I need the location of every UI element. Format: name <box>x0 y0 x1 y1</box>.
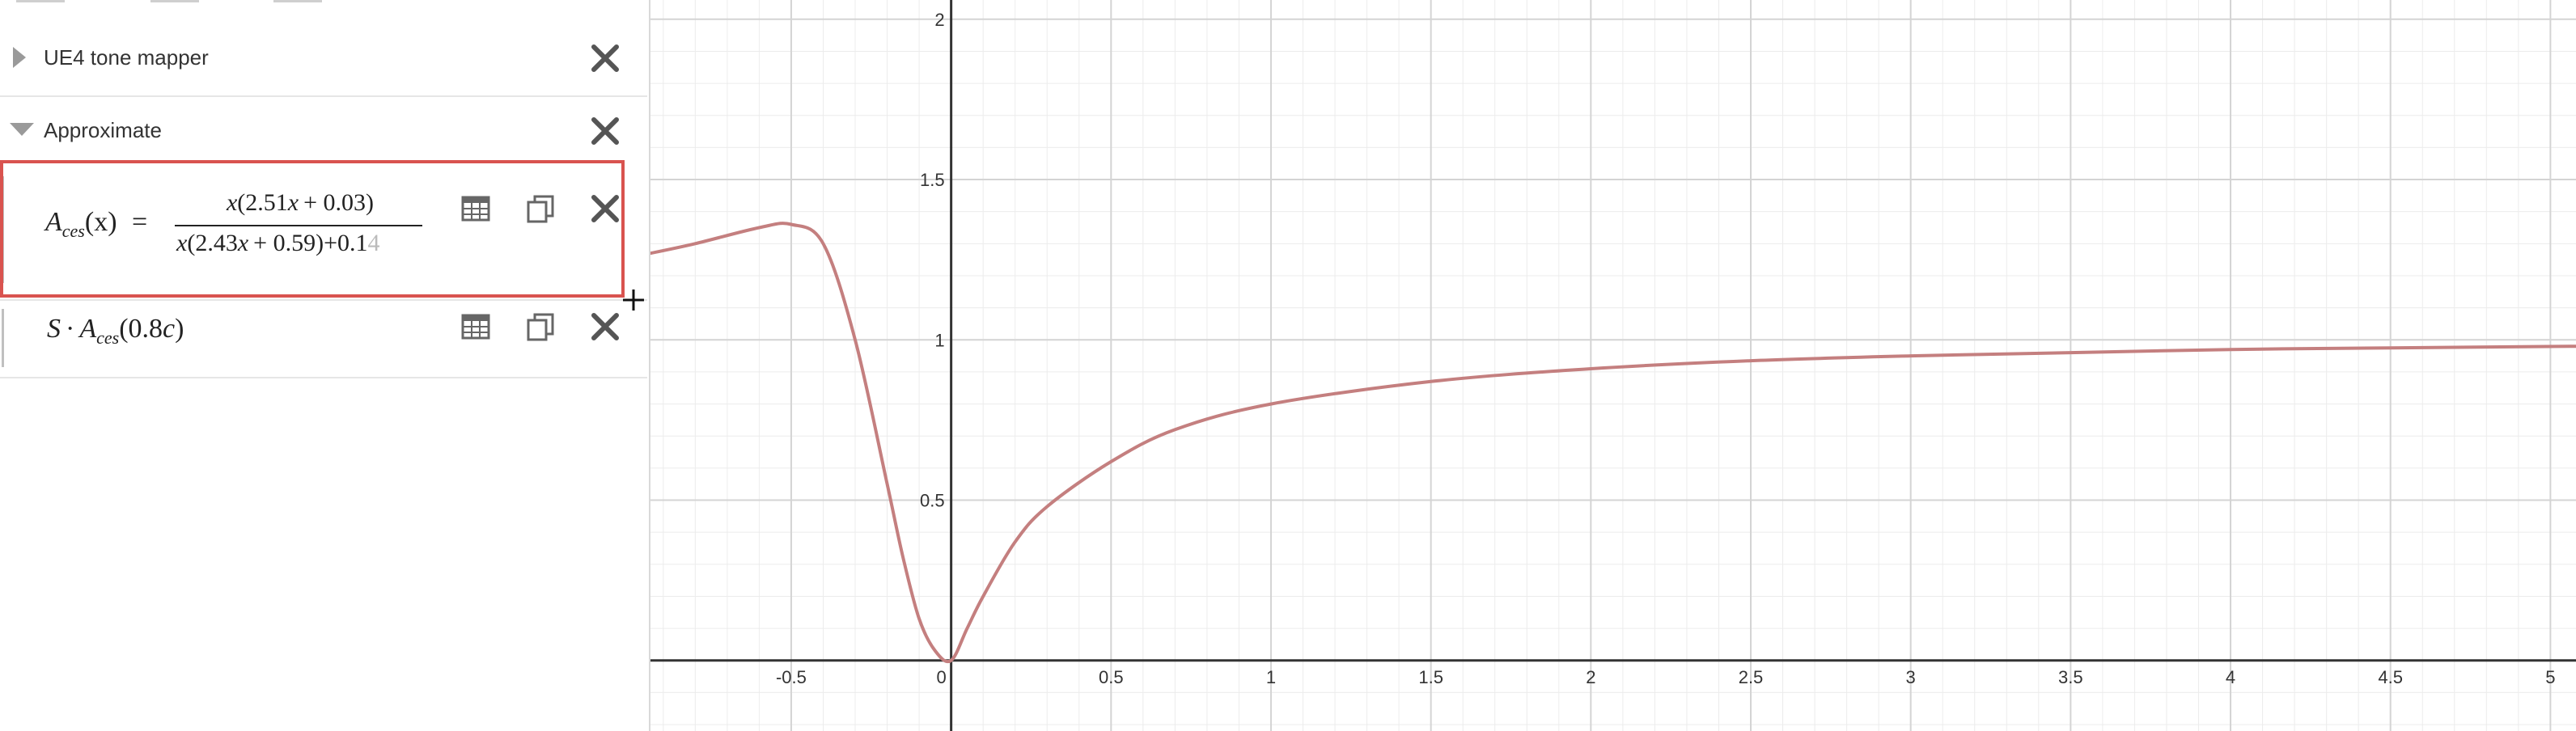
function-name: A <box>79 314 97 344</box>
x-tick-label: 0 <box>937 667 947 687</box>
x-tick-label: 0.5 <box>1099 667 1124 687</box>
y-tick-label: 1.5 <box>920 170 945 190</box>
duplicate-button[interactable] <box>524 311 557 343</box>
duplicate-icon <box>527 313 554 341</box>
toolbar-strip <box>0 0 649 23</box>
expression-color-bar <box>2 309 4 367</box>
x-tick-label: 2.5 <box>1739 667 1764 687</box>
plotted-curve[interactable] <box>650 222 2576 664</box>
x-tick-label: 1.5 <box>1418 667 1443 687</box>
delete-folder-button[interactable] <box>589 115 621 147</box>
x-tick-label: 2 <box>1586 667 1595 687</box>
delete-expression-button[interactable] <box>589 311 621 343</box>
folder-label: UE4 tone mapper <box>44 45 209 70</box>
y-tick-label: 1 <box>934 330 944 350</box>
close-icon <box>591 313 619 340</box>
scalar-variable: S <box>47 314 61 344</box>
add-table-button[interactable] <box>460 311 492 343</box>
x-tick-label: 5 <box>2545 667 2555 687</box>
fraction-denominator: x(2.43x + 0.59)+0.14 <box>176 230 380 257</box>
delete-expression-button[interactable] <box>589 192 621 225</box>
y-axis-ticks: 0.5 1 1.5 2 <box>920 10 945 511</box>
duplicate-button[interactable] <box>524 192 557 225</box>
expression-list: UE4 tone mapper Approximate Aces(x) = x(… <box>0 0 650 731</box>
fraction-numerator: x(2.51x + 0.03) <box>176 189 424 217</box>
x-tick-label: 1 <box>1266 667 1276 687</box>
expression-input[interactable]: S · Aces(0.8c) <box>47 314 184 349</box>
expression-row-2[interactable]: S · Aces(0.8c) <box>0 301 647 378</box>
expression-row-1[interactable]: Aces(x) = x(2.51x + 0.03) x(2.43x + 0.59)+… <box>0 160 647 301</box>
numerator-coefficient: (2.51 <box>237 189 288 216</box>
folder-collapsed-icon[interactable] <box>13 47 26 68</box>
toolbar-divider <box>273 0 322 2</box>
y-tick-label: 0.5 <box>920 491 945 511</box>
x-tick-label: 4 <box>2226 667 2235 687</box>
numerator-rest: + 0.03) <box>303 189 375 216</box>
folder-approximate[interactable]: Approximate <box>0 97 647 160</box>
numerator-variable: x <box>226 189 238 216</box>
close-icon <box>591 195 619 222</box>
numerator-x: x <box>287 189 299 216</box>
axes <box>650 0 2576 731</box>
denominator-coefficient: (2.43 <box>187 230 238 256</box>
multiply-dot: · <box>66 314 75 344</box>
function-name: A <box>45 207 62 237</box>
minor-gridlines <box>650 0 2576 731</box>
equals-sign: = <box>132 207 148 237</box>
add-table-button[interactable] <box>460 192 492 225</box>
folder-expanded-icon[interactable] <box>10 123 34 136</box>
x-tick-label: 3.5 <box>2058 667 2083 687</box>
table-icon <box>461 314 490 340</box>
denominator-constant: +0.1 <box>324 230 368 256</box>
folder-label: Approximate <box>44 118 162 142</box>
x-tick-label: 3 <box>1906 667 1916 687</box>
folder-ue4-tone-mapper[interactable]: UE4 tone mapper <box>0 23 647 97</box>
toolbar-divider <box>150 0 199 2</box>
typing-preview: 4 <box>367 230 380 256</box>
toolbar-divider <box>16 0 65 2</box>
major-gridlines <box>650 0 2576 731</box>
denominator-rest: + 0.59) <box>253 230 324 256</box>
delete-folder-button[interactable] <box>589 42 621 74</box>
argument-coefficient: (0.8 <box>119 314 163 344</box>
denominator-x: x <box>237 230 249 256</box>
expression-color-bar <box>2 176 4 283</box>
argument-close: ) <box>175 314 184 344</box>
curve-line[interactable] <box>650 222 2576 664</box>
denominator-variable: x <box>176 230 188 256</box>
function-argument: (x) <box>84 207 117 237</box>
x-tick-label: 4.5 <box>2378 667 2403 687</box>
fraction-bar <box>175 225 422 226</box>
x-tick-label: -0.5 <box>776 667 807 687</box>
function-subscript: ces <box>96 327 120 348</box>
argument-variable: c <box>163 314 176 344</box>
graph-svg[interactable]: -0.5 0 0.5 1 1.5 2 2.5 3 3.5 4 4.5 5 0.5 1 1.5 2 <box>650 0 2576 731</box>
expression-lhs: Aces(x) = <box>45 207 147 242</box>
close-icon <box>591 117 619 145</box>
x-axis-ticks: -0.5 0 0.5 1 1.5 2 2.5 3 3.5 4 4.5 5 <box>776 667 2556 687</box>
function-subscript: ces <box>61 220 85 241</box>
graph-canvas[interactable]: -0.5 0 0.5 1 1.5 2 2.5 3 3.5 4 4.5 5 0.5 1 1.5 2 <box>650 0 2576 731</box>
duplicate-icon <box>527 195 554 223</box>
y-tick-label: 2 <box>934 10 944 30</box>
close-icon <box>591 44 619 72</box>
table-icon <box>461 196 490 222</box>
